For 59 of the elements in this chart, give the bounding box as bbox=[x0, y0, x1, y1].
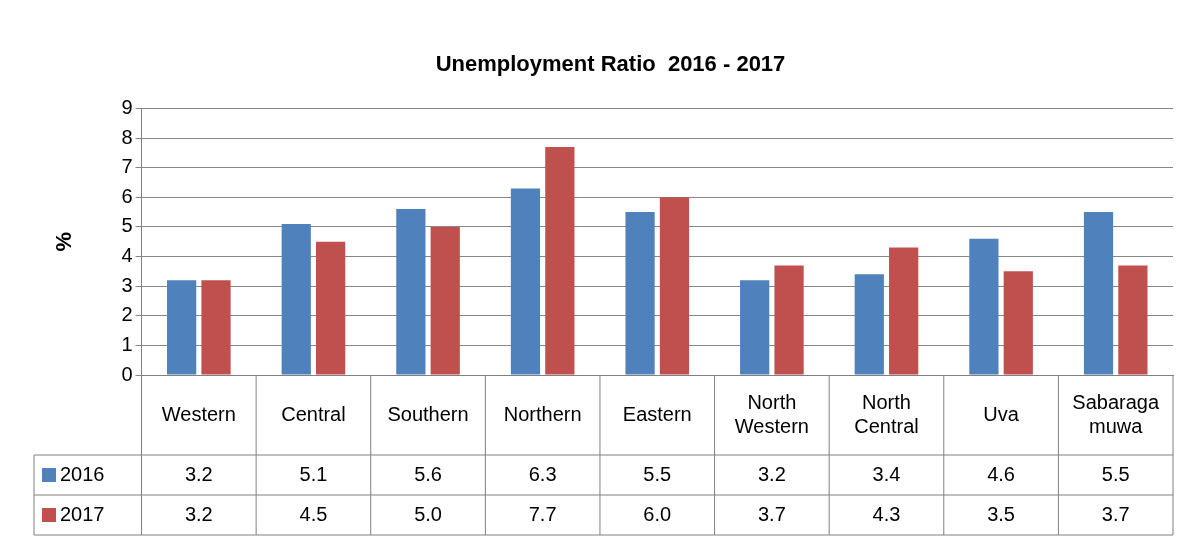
y-tick-label: 5 bbox=[121, 214, 133, 237]
y-tick-label: 8 bbox=[121, 125, 133, 148]
data-label: 3.2 bbox=[184, 462, 213, 485]
bar bbox=[281, 223, 311, 375]
legend-label: 2017 bbox=[60, 502, 105, 525]
y-tick-label: 9 bbox=[121, 95, 133, 118]
data-label: 5.5 bbox=[643, 462, 672, 485]
x-tick-label: Central bbox=[281, 402, 346, 425]
x-tick-label: Sabaragamuwa bbox=[1072, 390, 1160, 437]
data-label: 3.2 bbox=[184, 502, 213, 525]
bar bbox=[659, 197, 690, 375]
bar bbox=[545, 146, 575, 375]
bar bbox=[430, 226, 460, 375]
bar bbox=[854, 274, 884, 375]
x-tick-label: Southern bbox=[387, 402, 469, 425]
bar bbox=[774, 265, 804, 375]
bar bbox=[1118, 265, 1148, 375]
data-label: 3.7 bbox=[757, 502, 786, 525]
y-tick-label: 1 bbox=[121, 332, 133, 355]
bar bbox=[201, 280, 231, 375]
y-tick-label: 7 bbox=[121, 155, 133, 178]
data-label: 3.2 bbox=[757, 462, 786, 485]
bar bbox=[1083, 212, 1114, 375]
y-tick-label: 3 bbox=[121, 273, 133, 296]
data-label: 3.7 bbox=[1101, 502, 1130, 525]
bar bbox=[316, 241, 346, 375]
data-label: 4.6 bbox=[987, 462, 1015, 485]
x-tick-label: Northern bbox=[503, 402, 582, 425]
bar bbox=[969, 238, 999, 375]
data-label: 5.0 bbox=[414, 502, 442, 525]
bar bbox=[889, 247, 919, 375]
bar bbox=[167, 280, 197, 375]
data-label: 4.3 bbox=[872, 502, 901, 525]
data-label: 5.1 bbox=[299, 462, 328, 485]
bar bbox=[740, 280, 770, 375]
x-tick-label: North Central bbox=[854, 390, 919, 437]
x-tick-label: Eastern bbox=[622, 402, 692, 425]
data-label: 5.5 bbox=[1101, 462, 1130, 485]
data-label: 3.4 bbox=[872, 462, 901, 485]
bar bbox=[510, 188, 541, 375]
y-tick-label: 4 bbox=[121, 244, 133, 267]
bar bbox=[396, 209, 426, 375]
bar bbox=[1003, 271, 1033, 375]
data-label: 7.7 bbox=[528, 502, 557, 525]
x-tick-label: Uva bbox=[983, 402, 1020, 425]
legend-label: 2016 bbox=[60, 462, 105, 485]
chart-title: Unemployment Ratio 2016 - 2017 bbox=[435, 51, 786, 77]
x-tick-label: North Western bbox=[734, 390, 809, 437]
data-label: 6.0 bbox=[643, 502, 672, 525]
y-axis-title: % bbox=[51, 231, 77, 252]
data-label: 6.3 bbox=[528, 462, 557, 485]
data-label: 5.6 bbox=[414, 462, 442, 485]
bar bbox=[625, 212, 655, 375]
data-label: 3.5 bbox=[987, 502, 1015, 525]
y-tick-label: 2 bbox=[121, 303, 133, 326]
y-tick-label: 0 bbox=[121, 362, 133, 385]
x-tick-label: Western bbox=[161, 402, 236, 425]
data-label: 4.5 bbox=[299, 502, 328, 525]
y-tick-label: 6 bbox=[121, 184, 133, 207]
